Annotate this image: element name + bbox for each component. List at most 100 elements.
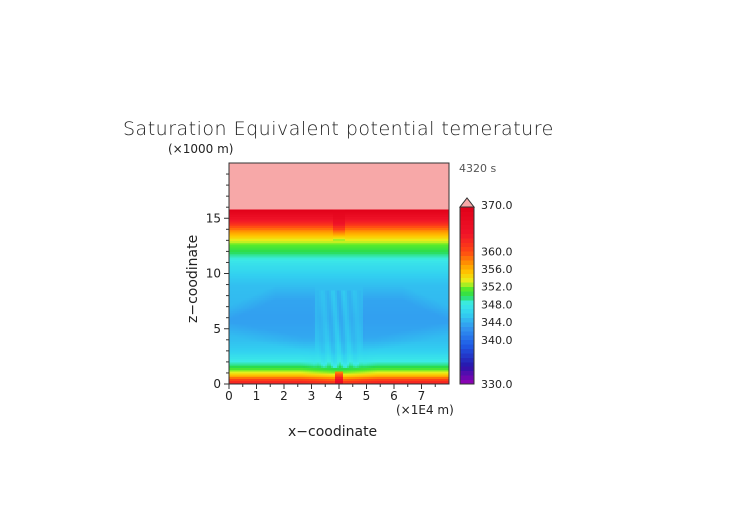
heatmap-cell: [331, 360, 334, 363]
heatmap-cell: [407, 347, 410, 350]
heatmap-cell: [283, 343, 286, 346]
heatmap-cell: [271, 334, 274, 337]
heatmap-cell: [241, 336, 244, 339]
heatmap-cell: [247, 343, 250, 346]
heatmap-cell: [329, 325, 332, 328]
heatmap-cell: [427, 369, 430, 372]
heatmap-cell: [281, 363, 284, 367]
heatmap-cell: [331, 361, 334, 365]
heatmap-cell: [349, 358, 352, 361]
heatmap-cell: [343, 336, 346, 339]
heatmap-cell: [331, 337, 334, 341]
heatmap-cell: [387, 328, 390, 332]
heatmap-cell: [349, 374, 352, 378]
heatmap-cell: [409, 328, 412, 332]
heatmap-cell: [347, 347, 350, 350]
heatmap-cell: [401, 343, 404, 346]
heatmap-cell: [315, 376, 318, 380]
heatmap-cell: [433, 345, 436, 348]
heatmap-cell: [365, 343, 368, 346]
heatmap-cell: [431, 336, 434, 339]
heatmap-cell: [431, 358, 434, 361]
heatmap-cell: [313, 380, 316, 383]
heatmap-cell: [417, 361, 420, 365]
heatmap-cell: [429, 367, 432, 370]
heatmap-cell: [361, 343, 364, 346]
heatmap-cell: [353, 382, 356, 385]
heatmap-cell: [289, 332, 292, 335]
heatmap-cell: [433, 369, 436, 372]
heatmap-cell: [425, 330, 428, 334]
heatmap-cell: [435, 341, 438, 345]
heatmap-cell: [279, 352, 282, 356]
heatmap-cell: [275, 371, 278, 374]
heatmap-cell: [369, 328, 372, 332]
heatmap-cell: [295, 372, 298, 376]
heatmap-cell: [287, 339, 290, 343]
heatmap-cell: [361, 380, 364, 383]
heatmap-cell: [335, 378, 338, 381]
heatmap-cell: [283, 352, 286, 356]
heatmap-cell: [245, 382, 248, 385]
heatmap-cell: [315, 354, 318, 357]
heatmap-cell: [269, 339, 272, 343]
heatmap-cell: [315, 349, 318, 352]
heatmap-cell: [375, 323, 378, 326]
heatmap-cell: [391, 358, 394, 361]
heatmap-cell: [403, 365, 406, 369]
heatmap-cell: [393, 352, 396, 356]
heatmap-cell: [287, 323, 290, 326]
heatmap-cell: [433, 328, 436, 332]
heatmap-cell: [307, 332, 310, 335]
heatmap-cell: [349, 371, 352, 374]
heatmap-cell: [255, 339, 258, 343]
heatmap-cell: [377, 328, 380, 332]
heatmap-cell: [323, 339, 326, 343]
heatmap-cell: [389, 343, 392, 346]
heatmap-cell: [395, 345, 398, 348]
heatmap-cell: [269, 365, 272, 369]
heatmap-cell: [263, 367, 266, 370]
heatmap-cell: [431, 371, 434, 374]
heatmap-cell: [399, 332, 402, 335]
heatmap-cell: [443, 343, 446, 346]
heatmap-cell: [399, 360, 402, 363]
heatmap-cell: [419, 358, 422, 361]
heatmap-cell: [335, 334, 338, 337]
heatmap-cell: [307, 334, 310, 337]
heatmap-cell: [265, 343, 268, 346]
heatmap-cell: [243, 363, 246, 367]
heatmap-cell: [281, 361, 284, 365]
heatmap-cell: [291, 356, 294, 359]
heatmap-cell: [419, 361, 422, 365]
heatmap-cell: [255, 347, 258, 350]
heatmap-cell: [269, 337, 272, 341]
heatmap-cell: [403, 326, 406, 330]
heatmap-cell: [257, 358, 260, 361]
heatmap-cell: [281, 356, 284, 359]
heatmap-cell: [307, 378, 310, 381]
heatmap-cell: [353, 336, 356, 339]
heatmap-cell: [369, 371, 372, 374]
heatmap-cell: [389, 354, 392, 357]
heatmap-cell: [319, 376, 322, 380]
heatmap-cell: [329, 326, 332, 330]
heatmap-cell: [429, 334, 432, 337]
heatmap-cell: [423, 354, 426, 357]
heatmap-cell: [297, 334, 300, 337]
heatmap-cell: [231, 345, 234, 348]
heatmap-cell: [391, 380, 394, 383]
heatmap-cell: [279, 332, 282, 335]
heatmap-cell: [379, 374, 382, 378]
heatmap-cell: [327, 349, 330, 352]
heatmap-cell: [411, 371, 414, 374]
heatmap-cell: [277, 382, 280, 385]
heatmap-cell: [267, 352, 270, 356]
heatmap-cell: [261, 380, 264, 383]
heatmap-cell: [353, 339, 356, 343]
heatmap-cell: [263, 343, 266, 346]
heatmap-cell: [405, 332, 408, 335]
heatmap-cell: [337, 356, 340, 359]
heatmap-cell: [359, 361, 362, 365]
heatmap-cell: [327, 325, 330, 328]
